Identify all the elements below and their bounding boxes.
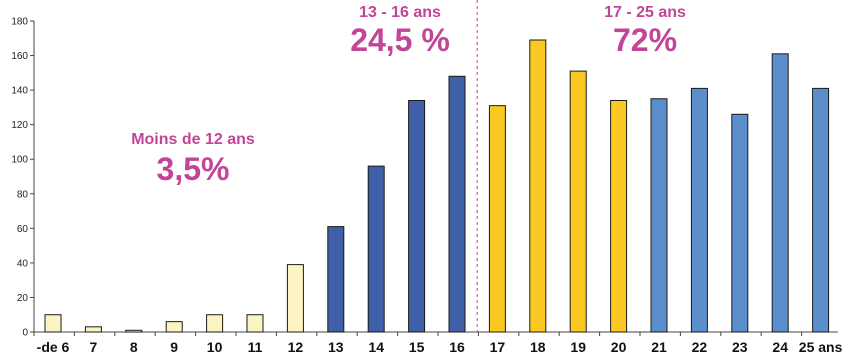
bar	[650, 98, 668, 333]
x-tick-label: 15	[409, 339, 425, 355]
age-13-16-annotation-value: 24,5 %	[350, 22, 450, 58]
x-tick-label: 12	[288, 339, 304, 355]
bar	[84, 326, 102, 333]
bars	[44, 39, 830, 333]
x-tick-label: 23	[732, 339, 748, 355]
age-17-25-annotation-label: 17 - 25 ans	[604, 4, 686, 21]
x-tick-label: -de 6	[37, 339, 70, 355]
y-tick-label: 80	[17, 189, 29, 200]
y-tick-label: 140	[11, 86, 28, 97]
x-tick-label: 25 ans	[799, 339, 843, 355]
y-tick-label: 100	[11, 155, 28, 166]
bar	[812, 87, 830, 333]
bar	[125, 329, 143, 333]
x-tick-label: 7	[90, 339, 98, 355]
x-tick-label: 10	[207, 339, 223, 355]
x-tick-label: 9	[170, 339, 178, 355]
x-tick-label: 21	[651, 339, 667, 355]
x-tick-label: 20	[611, 339, 627, 355]
bar	[286, 264, 304, 333]
x-tick-label: 11	[248, 339, 263, 355]
bar	[408, 99, 426, 333]
age-13-16-annotation-label: 13 - 16 ans	[359, 4, 441, 21]
bar	[165, 321, 183, 333]
bar	[529, 39, 547, 333]
y-tick-label: 180	[11, 17, 28, 28]
y-tick-label: 60	[17, 224, 29, 235]
x-tick-label: 24	[772, 339, 788, 355]
bar	[771, 53, 789, 333]
x-tick-label: 14	[368, 339, 384, 355]
bar	[367, 165, 385, 333]
bar	[488, 105, 506, 333]
x-tick-label: 19	[570, 339, 586, 355]
under-12-annotation-label: Moins de 12 ans	[131, 131, 255, 148]
age-17-25-annotation-value: 72%	[613, 22, 677, 58]
x-tick-label: 17	[490, 339, 506, 355]
x-tick-label: 18	[530, 339, 546, 355]
x-tick-labels: -de 6 7 8 9 10 11 12 13 14 15 16 17 18 19 20 21 22 23 24 25…	[37, 339, 843, 355]
x-tick-label: 13	[328, 339, 344, 355]
y-tick-label: 160	[11, 51, 28, 62]
x-tick-label: 22	[692, 339, 708, 355]
bar	[246, 314, 264, 333]
y-tick-label: 40	[17, 258, 29, 269]
under-12-annotation-value: 3,5%	[157, 151, 230, 187]
x-tick-label: 8	[130, 339, 138, 355]
annotations: Moins de 12 ans 3,5% 13 - 16 ans 24,5 % …	[131, 4, 686, 187]
bar	[610, 99, 628, 333]
bar	[327, 226, 345, 333]
y-tick-label: 20	[17, 293, 29, 304]
bar	[690, 87, 708, 333]
y-tick-label: 0	[22, 328, 28, 339]
bar	[569, 70, 587, 333]
x-tick-label: 16	[449, 339, 465, 355]
bar	[206, 314, 224, 333]
y-tick-label: 120	[11, 120, 28, 131]
bar	[448, 75, 466, 333]
bar	[44, 314, 62, 333]
bar	[731, 113, 749, 333]
